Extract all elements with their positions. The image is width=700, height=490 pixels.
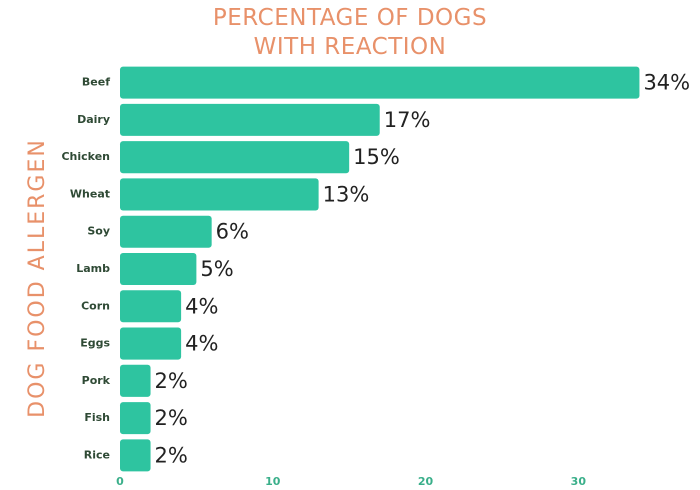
- chart-title: PERCENTAGE OF DOGS WITH REACTION: [212, 5, 488, 60]
- y-tick-label: Chicken: [61, 150, 110, 163]
- bar: [120, 178, 319, 211]
- bar: [120, 402, 151, 435]
- value-label: 5%: [200, 257, 233, 281]
- value-label: 4%: [185, 294, 218, 318]
- value-label: 13%: [323, 182, 370, 206]
- bar: [120, 141, 350, 174]
- y-tick-label: Soy: [87, 225, 110, 238]
- bar: [120, 215, 212, 248]
- y-tick-label: Fish: [84, 411, 110, 424]
- y-tick-label: Dairy: [77, 113, 110, 126]
- bar: [120, 252, 197, 286]
- y-tick-label: Wheat: [70, 187, 110, 200]
- value-label: 15%: [353, 145, 400, 169]
- bar: [120, 66, 640, 99]
- y-tick-label: Lamb: [76, 262, 110, 275]
- y-tick-label: Pork: [82, 374, 111, 387]
- y-axis-label: DOG FOOD ALLERGEN: [25, 138, 50, 418]
- value-label: 2%: [155, 406, 188, 430]
- value-label: 2%: [155, 369, 188, 393]
- x-tick-label: 0: [116, 475, 124, 488]
- value-label: 34%: [643, 71, 690, 95]
- value-label: 4%: [185, 332, 218, 356]
- bar: [120, 327, 182, 360]
- bar: [120, 103, 380, 136]
- x-tick-label: 20: [418, 475, 434, 488]
- bar: [120, 364, 151, 397]
- x-tick-label: 30: [571, 475, 587, 488]
- value-label: 2%: [155, 443, 188, 467]
- bar: [120, 290, 182, 323]
- value-label: 17%: [384, 108, 431, 132]
- y-tick-label: Beef: [82, 76, 110, 89]
- y-tick-label: Corn: [81, 299, 110, 312]
- y-tick-label: Rice: [84, 448, 110, 461]
- x-tick-label: 10: [265, 475, 281, 488]
- bar: [120, 439, 151, 472]
- value-label: 6%: [216, 220, 249, 244]
- y-tick-label: Eggs: [80, 337, 110, 350]
